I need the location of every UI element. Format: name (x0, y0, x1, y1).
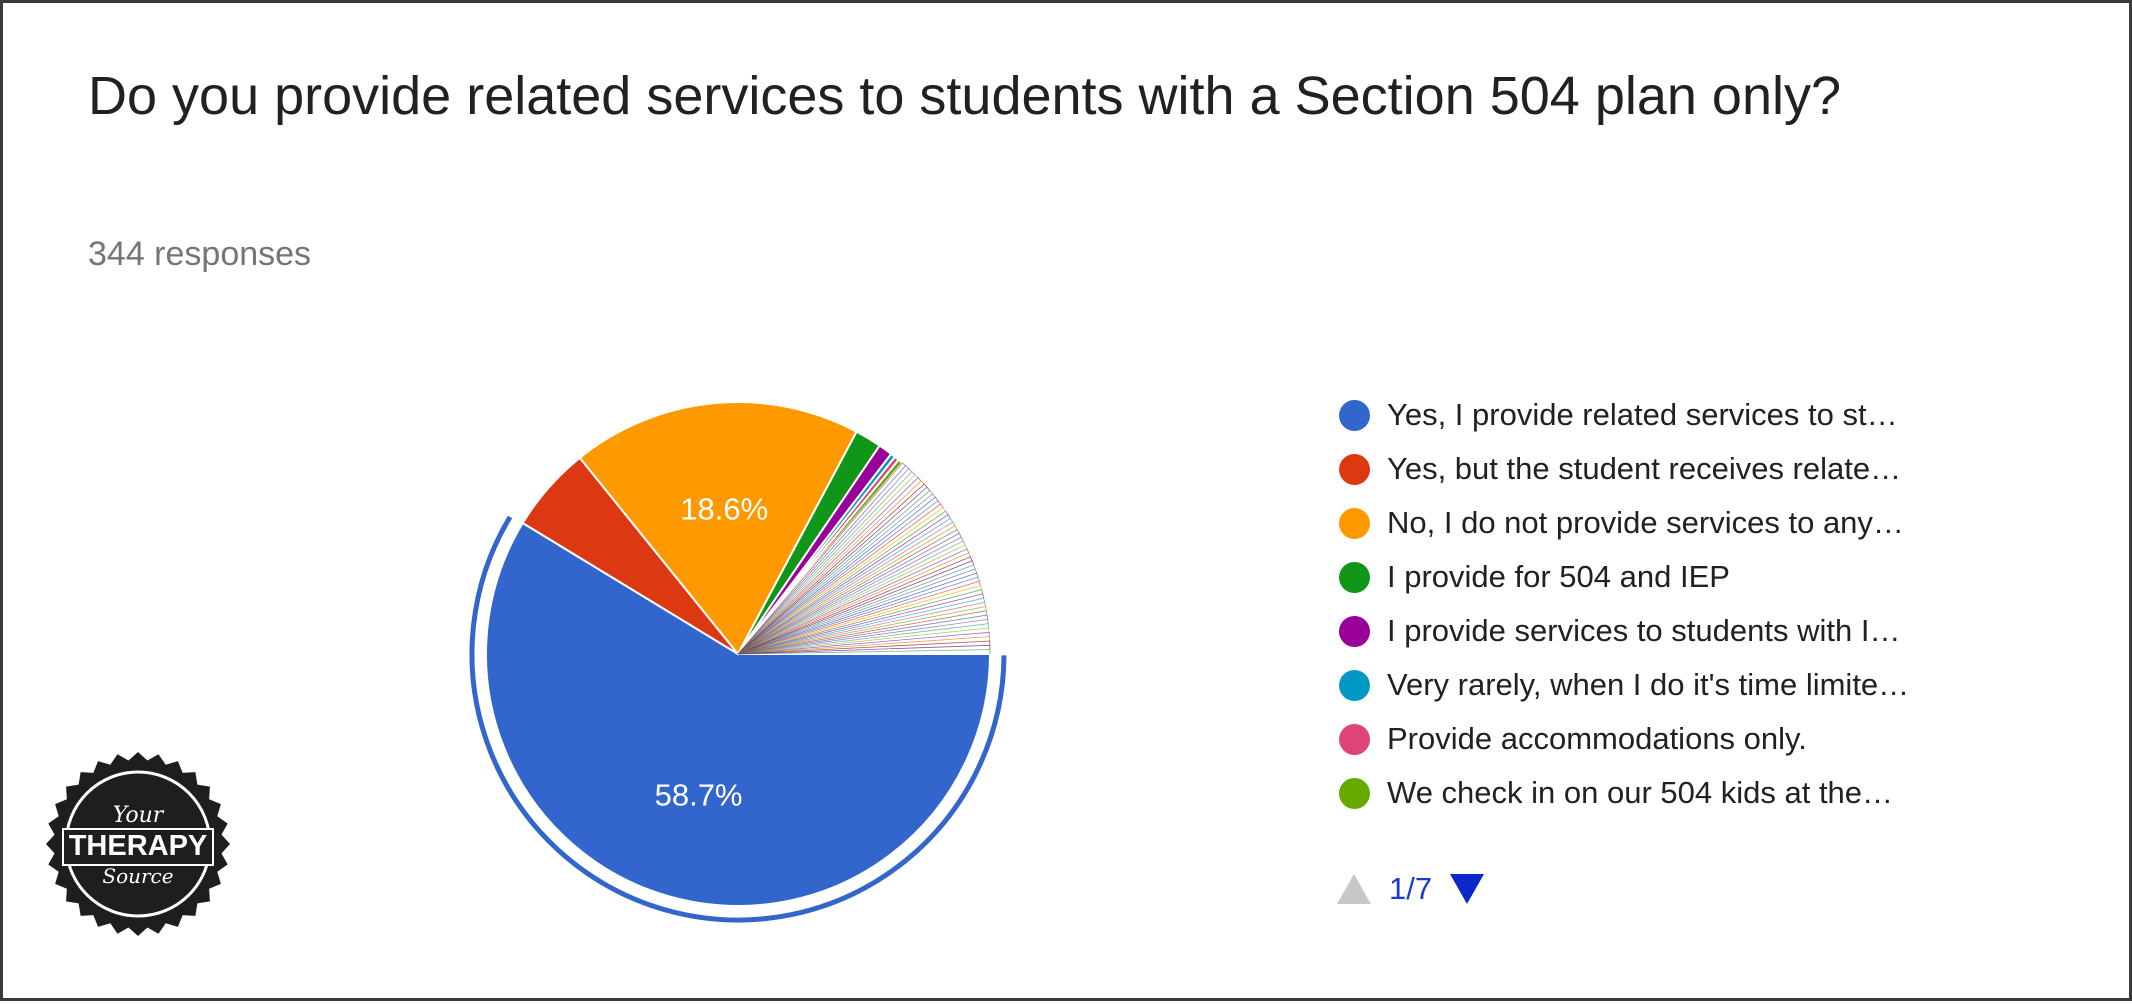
pie-slice-minor[interactable] (737, 618, 989, 655)
logo-line1: Your (113, 803, 165, 828)
pie-slice-minor[interactable] (737, 548, 970, 655)
legend-label: Yes, but the student receives relate… (1387, 451, 1902, 486)
pie-slice-minor[interactable] (737, 601, 986, 655)
pie-slice-minor[interactable] (737, 510, 949, 655)
legend-item[interactable]: I provide for 504 and IEP (1339, 550, 2039, 604)
pie-slice-minor[interactable] (737, 489, 933, 655)
pie-slice-minor[interactable] (737, 507, 946, 655)
legend-item[interactable]: No, I do not provide services to any… (1339, 496, 2039, 550)
pie-slice-minor[interactable] (737, 468, 913, 655)
pie-slice-minor[interactable] (737, 627, 990, 655)
response-count: 344 responses (88, 235, 312, 273)
pie-slice[interactable] (578, 401, 858, 656)
legend-label: Very rarely, when I do it's time limite… (1387, 667, 1910, 702)
pie-slice-minor[interactable] (737, 552, 971, 655)
pie-slice-minor[interactable] (737, 514, 951, 655)
therapy-source-logo: Your THERAPY Source (46, 752, 230, 936)
pie-slice-minor[interactable] (737, 544, 968, 655)
pie-slice-minor[interactable] (737, 584, 983, 655)
legend-item[interactable]: I provide services to students with I… (1339, 604, 2039, 658)
legend-label: I provide services to students with I… (1387, 613, 1901, 648)
pie-slice-minor[interactable] (737, 610, 988, 655)
logo-line3: Source (102, 864, 173, 888)
legend-swatch (1339, 669, 1370, 701)
pie-slice-minor[interactable] (737, 532, 962, 655)
legend-swatch (1339, 723, 1370, 755)
pie-slice-minor[interactable] (737, 525, 958, 655)
pie-slice-minor[interactable] (737, 500, 941, 655)
pie-slice-minor[interactable] (737, 597, 986, 655)
pie-slice-minor[interactable] (737, 521, 956, 655)
chart-legend: Yes, I provide related services to st… Ye… (1339, 388, 2039, 820)
legend-item[interactable]: Yes, but the student receives relate… (1339, 442, 2039, 496)
legend-swatch (1339, 453, 1370, 485)
legend-label: I provide for 504 and IEP (1387, 559, 1730, 594)
legend-swatch (1339, 399, 1370, 431)
slice-data-label: 58.7% (655, 778, 743, 813)
pie-slice-minor[interactable] (737, 564, 976, 655)
legend-label: Yes, I provide related services to st… (1387, 397, 1898, 432)
pie-slice-minor[interactable] (737, 631, 990, 655)
pie-slice-minor[interactable] (737, 536, 964, 655)
pie-slice-minor[interactable] (737, 483, 928, 655)
pie-slice-minor[interactable] (737, 480, 925, 655)
pie-slice-minor[interactable] (737, 474, 919, 655)
pie-slice-minor[interactable] (737, 580, 981, 655)
pie-slice-minor[interactable] (737, 493, 936, 655)
legend-item[interactable]: Very rarely, when I do it's time limite… (1339, 658, 2039, 712)
legend-label: No, I do not provide services to any… (1387, 505, 1904, 540)
legend-item[interactable]: Yes, I provide related services to st… (1339, 388, 2039, 442)
legend-swatch (1339, 777, 1370, 809)
pie-slice-minor[interactable] (737, 649, 991, 655)
pie-slice-minor[interactable] (737, 636, 991, 655)
legend-label: We check in on our 504 kids at the… (1387, 775, 1894, 810)
pie-slice-minor[interactable] (737, 623, 990, 655)
legend-swatch (1339, 507, 1370, 539)
pie-slice-minor[interactable] (737, 556, 973, 655)
legend-swatch (1339, 561, 1370, 593)
pie-slice-minor[interactable] (737, 614, 989, 655)
pie-slice-minor[interactable] (737, 572, 979, 655)
pie-slice[interactable] (485, 521, 992, 907)
legend-pager: 1/7 (1337, 871, 1485, 907)
legend-item[interactable]: We check in on our 504 kids at the… (1339, 766, 2039, 820)
pie-slice-minor[interactable] (737, 529, 960, 655)
pie-slice-minor[interactable] (737, 644, 991, 655)
legend-swatch (1339, 615, 1370, 647)
legend-label: Provide accommodations only. (1387, 721, 1807, 756)
pie-slice-minor[interactable] (737, 540, 966, 655)
pie-slice-minor[interactable] (737, 576, 980, 655)
pie-slice-minor[interactable] (737, 471, 916, 655)
slice-highlight-ring (469, 515, 1007, 923)
logo-banner (62, 828, 214, 866)
slice-data-label: 18.6% (680, 491, 768, 526)
pie-slice-minor[interactable] (737, 640, 991, 655)
logo-badge-icon (46, 752, 230, 936)
pie-slice-minor[interactable] (737, 477, 922, 655)
pie-slice-minor[interactable] (737, 503, 944, 655)
chart-title: Do you provide related services to stude… (88, 66, 1842, 126)
logo-line2: THERAPY (69, 830, 208, 862)
pager-label: 1/7 (1389, 871, 1433, 906)
pie-chart: 58.7% 18.6% (469, 401, 1007, 923)
pie-slice-minor[interactable] (737, 517, 954, 655)
pie-slice-minor[interactable] (737, 593, 985, 655)
legend-item[interactable]: Provide accommodations only. (1339, 712, 2039, 766)
pie-slice-minor[interactable] (737, 560, 975, 655)
pie-slice-minor[interactable] (737, 568, 978, 655)
pie-slice-minor[interactable] (737, 462, 906, 655)
pie-slice-minor[interactable] (737, 589, 984, 655)
pie-slice-minor[interactable] (737, 496, 939, 655)
triangle-down-icon[interactable] (1450, 874, 1485, 904)
pie-slice-minor[interactable] (737, 465, 910, 655)
triangle-up-icon[interactable] (1337, 874, 1371, 904)
pie-slice-minor[interactable] (737, 606, 987, 655)
pie-slice-minor[interactable] (737, 486, 931, 655)
